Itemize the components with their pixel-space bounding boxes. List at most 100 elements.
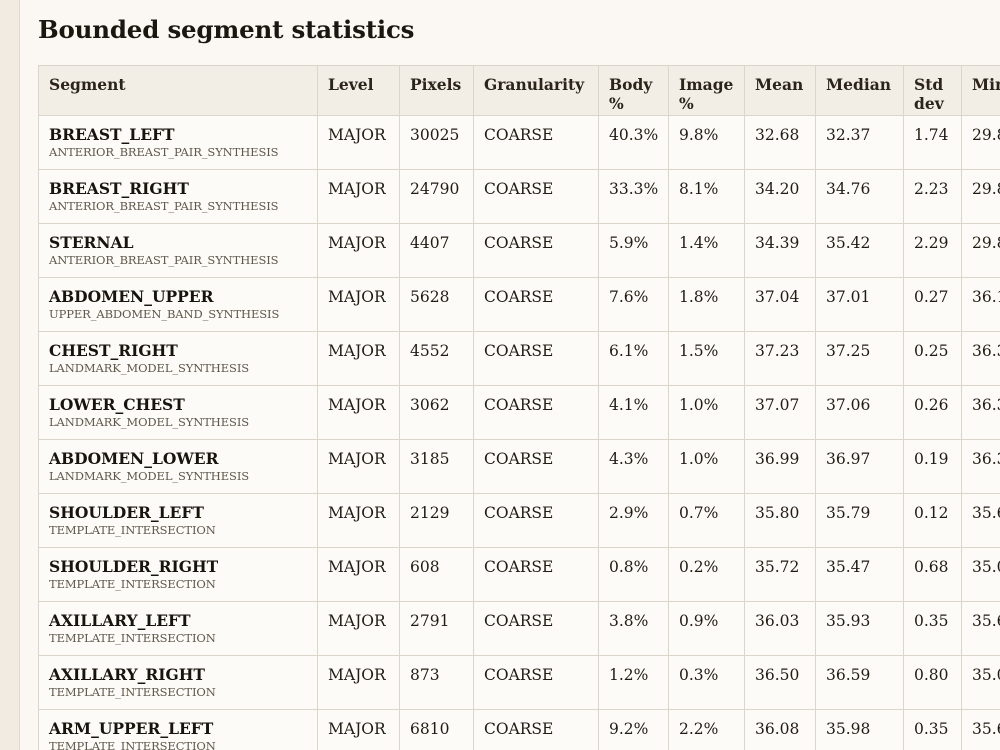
cell-mean: 36.08 <box>744 709 816 750</box>
cell-std-dev: 1.74 <box>903 115 962 170</box>
segment-name: SHOULDER_RIGHT <box>49 557 219 576</box>
cell-median: 35.98 <box>815 709 904 750</box>
cell-granularity: COARSE <box>473 709 599 750</box>
cell-median: 37.01 <box>815 277 904 332</box>
cell-pixels: 3062 <box>399 385 474 440</box>
cell-segment: BREAST_LEFT ANTERIOR_BREAST_PAIR_SYNTHESI… <box>38 115 318 170</box>
cell-level: MAJOR <box>317 277 400 332</box>
cell-median: 37.06 <box>815 385 904 440</box>
cell-level: MAJOR <box>317 547 400 602</box>
cell-min: 36.3 <box>961 331 1000 386</box>
segment-name: AXILLARY_RIGHT <box>49 665 205 684</box>
cell-granularity: COARSE <box>473 169 599 224</box>
cell-mean: 34.39 <box>744 223 816 278</box>
cell-segment: ARM_UPPER_LEFT TEMPLATE_INTERSECTION <box>38 709 318 750</box>
cell-level: MAJOR <box>317 493 400 548</box>
cell-segment: SHOULDER_LEFT TEMPLATE_INTERSECTION <box>38 493 318 548</box>
cell-mean: 37.07 <box>744 385 816 440</box>
cell-body-pct: 2.9% <box>598 493 669 548</box>
cell-min: 36.1 <box>961 277 1000 332</box>
table-body: BREAST_LEFT ANTERIOR_BREAST_PAIR_SYNTHESI… <box>38 115 1000 750</box>
cell-pixels: 6810 <box>399 709 474 750</box>
segment-name: AXILLARY_LEFT <box>49 611 191 630</box>
cell-body-pct: 33.3% <box>598 169 669 224</box>
segment-method: TEMPLATE_INTERSECTION <box>49 685 216 699</box>
segment-method: ANTERIOR_BREAST_PAIR_SYNTHESIS <box>49 145 279 159</box>
column-header-pixels[interactable]: Pixels <box>399 65 474 116</box>
column-header-image-pct[interactable]: Image % <box>668 65 745 116</box>
cell-std-dev: 0.12 <box>903 493 962 548</box>
cell-pixels: 4407 <box>399 223 474 278</box>
cell-image-pct: 9.8% <box>668 115 745 170</box>
column-header-level[interactable]: Level <box>317 65 400 116</box>
segment-name: STERNAL <box>49 233 134 252</box>
table-row: ABDOMEN_LOWER LANDMARK_MODEL_SYNTHESIS MAJ… <box>38 439 1000 494</box>
cell-granularity: COARSE <box>473 385 599 440</box>
cell-granularity: COARSE <box>473 601 599 656</box>
cell-pixels: 4552 <box>399 331 474 386</box>
cell-body-pct: 4.1% <box>598 385 669 440</box>
cell-pixels: 2129 <box>399 493 474 548</box>
table-row: BREAST_LEFT ANTERIOR_BREAST_PAIR_SYNTHESI… <box>38 115 1000 170</box>
cell-image-pct: 8.1% <box>668 169 745 224</box>
table-row: AXILLARY_LEFT TEMPLATE_INTERSECTION MAJOR 2… <box>38 601 1000 656</box>
column-header-min[interactable]: Min <box>961 65 1000 116</box>
column-header-median[interactable]: Median <box>815 65 904 116</box>
column-header-mean[interactable]: Mean <box>744 65 816 116</box>
cell-granularity: COARSE <box>473 223 599 278</box>
cell-median: 37.25 <box>815 331 904 386</box>
cell-min: 35.0 <box>961 547 1000 602</box>
cell-pixels: 5628 <box>399 277 474 332</box>
cell-level: MAJOR <box>317 385 400 440</box>
table-row: ABDOMEN_UPPER UPPER_ABDOMEN_BAND_SYNTHESI… <box>38 277 1000 332</box>
cell-mean: 36.99 <box>744 439 816 494</box>
page-title: Bounded segment statistics <box>38 15 415 44</box>
cell-granularity: COARSE <box>473 439 599 494</box>
cell-median: 35.93 <box>815 601 904 656</box>
cell-min: 36.3 <box>961 385 1000 440</box>
cell-pixels: 2791 <box>399 601 474 656</box>
cell-mean: 36.50 <box>744 655 816 710</box>
cell-std-dev: 0.25 <box>903 331 962 386</box>
cell-mean: 35.80 <box>744 493 816 548</box>
segment-method: LANDMARK_MODEL_SYNTHESIS <box>49 469 250 483</box>
table-row: LOWER_CHEST LANDMARK_MODEL_SYNTHESIS MAJOR… <box>38 385 1000 440</box>
cell-median: 35.47 <box>815 547 904 602</box>
cell-mean: 34.20 <box>744 169 816 224</box>
column-header-segment[interactable]: Segment <box>38 65 318 116</box>
column-header-granularity[interactable]: Granularity <box>473 65 599 116</box>
cell-median: 35.79 <box>815 493 904 548</box>
cell-pixels: 608 <box>399 547 474 602</box>
cell-image-pct: 2.2% <box>668 709 745 750</box>
cell-median: 35.42 <box>815 223 904 278</box>
column-header-body-pct[interactable]: Body % <box>598 65 669 116</box>
cell-std-dev: 0.80 <box>903 655 962 710</box>
cell-body-pct: 0.8% <box>598 547 669 602</box>
cell-min: 35.6 <box>961 601 1000 656</box>
cell-mean: 32.68 <box>744 115 816 170</box>
cell-level: MAJOR <box>317 601 400 656</box>
segment-name: BREAST_RIGHT <box>49 179 189 198</box>
cell-level: MAJOR <box>317 223 400 278</box>
cell-std-dev: 0.27 <box>903 277 962 332</box>
cell-segment: BREAST_RIGHT ANTERIOR_BREAST_PAIR_SYNTHES… <box>38 169 318 224</box>
column-header-std-dev[interactable]: Std dev <box>903 65 962 116</box>
cell-min: 29.8 <box>961 223 1000 278</box>
table-row: ARM_UPPER_LEFT TEMPLATE_INTERSECTION MAJOR… <box>38 709 1000 750</box>
cell-std-dev: 0.35 <box>903 709 962 750</box>
cell-granularity: COARSE <box>473 331 599 386</box>
segment-name: LOWER_CHEST <box>49 395 185 414</box>
cell-min: 35.6 <box>961 493 1000 548</box>
segment-stats-table-container[interactable]: Segment Level Pixels Granularity Body % Image… <box>38 65 1000 750</box>
cell-level: MAJOR <box>317 439 400 494</box>
cell-std-dev: 0.26 <box>903 385 962 440</box>
segment-name: ABDOMEN_LOWER <box>49 449 219 468</box>
segment-name: BREAST_LEFT <box>49 125 175 144</box>
cell-segment: LOWER_CHEST LANDMARK_MODEL_SYNTHESIS <box>38 385 318 440</box>
cell-granularity: COARSE <box>473 547 599 602</box>
cell-granularity: COARSE <box>473 277 599 332</box>
cell-segment: ABDOMEN_UPPER UPPER_ABDOMEN_BAND_SYNTHESI… <box>38 277 318 332</box>
cell-std-dev: 0.35 <box>903 601 962 656</box>
cell-image-pct: 1.0% <box>668 385 745 440</box>
cell-image-pct: 1.5% <box>668 331 745 386</box>
